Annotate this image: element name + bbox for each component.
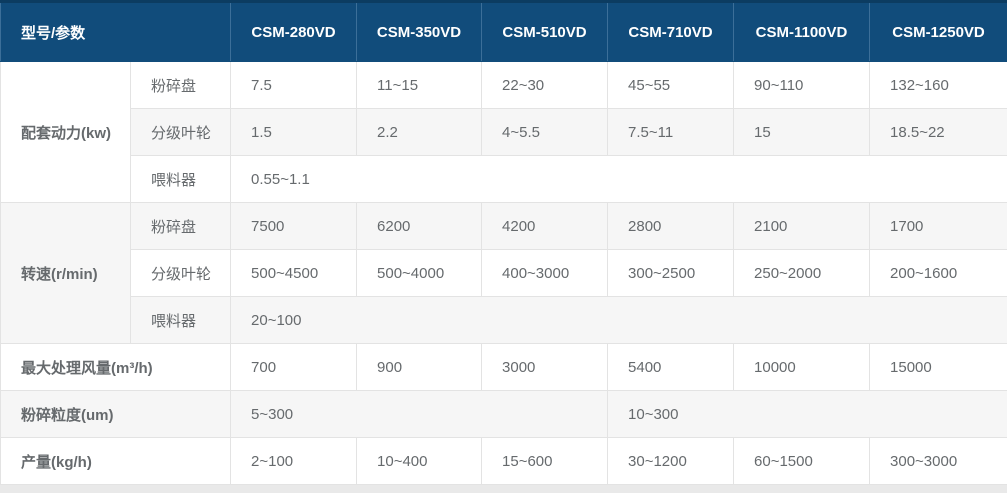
value-cell: 5400 — [607, 343, 735, 391]
value-cell: 10~400 — [356, 437, 483, 485]
value-cell: 2~100 — [230, 437, 358, 485]
value-cell: 60~1500 — [733, 437, 871, 485]
value-cell: 22~30 — [481, 61, 609, 109]
value-cell: 4~5.5 — [481, 108, 609, 156]
value-cell: 4200 — [481, 202, 609, 250]
value-cell: 18.5~22 — [869, 108, 1007, 156]
table-row-fineness: 粉碎粒度(um) 5~300 10~300 — [0, 390, 1007, 438]
value-cell: 132~160 — [869, 61, 1007, 109]
table-row-speed-disc: 转速(r/min) 粉碎盘 7500 6200 4200 2800 2100 1… — [0, 202, 1007, 344]
table-row-power-disc: 配套动力(kw) 粉碎盘 7.5 11~15 22~30 45~55 90~11… — [0, 61, 1007, 203]
table-row-power-classifier: 分级叶轮 1.5 2.2 4~5.5 7.5~11 15 18.5~22 — [1, 108, 1007, 156]
sub-label-disc: 粉碎盘 — [129, 202, 232, 250]
value-cell: 200~1600 — [869, 249, 1007, 297]
value-cell: 15000 — [869, 343, 1007, 391]
value-cell: 15~600 — [481, 437, 609, 485]
row-label-fineness: 粉碎粒度(um) — [0, 390, 232, 438]
value-cell-span: 20~100 — [230, 296, 1007, 344]
value-cell: 1700 — [869, 202, 1007, 250]
value-cell: 2800 — [607, 202, 735, 250]
sub-label-feeder: 喂料器 — [129, 155, 232, 203]
value-cell: 400~3000 — [481, 249, 609, 297]
sub-label-feeder: 喂料器 — [129, 296, 232, 344]
table-row-power-feeder: 喂料器 0.55~1.1 — [1, 155, 1007, 203]
value-cell: 7.5~11 — [607, 108, 735, 156]
value-cell: 2100 — [733, 202, 871, 250]
value-cell: 300~3000 — [869, 437, 1007, 485]
value-cell: 700 — [230, 343, 358, 391]
header-model-csm280vd: CSM-280VD — [230, 0, 358, 62]
value-cell: 250~2000 — [733, 249, 871, 297]
value-cell-span: 0.55~1.1 — [230, 155, 1007, 203]
table-row-airflow: 最大处理风量(m³/h) 700 900 3000 5400 10000 150… — [0, 343, 1007, 391]
table-row-speed-feeder: 喂料器 20~100 — [1, 296, 1007, 344]
header-param-label: 型号/参数 — [0, 0, 232, 62]
value-cell: 1.5 — [230, 108, 358, 156]
row-label-capacity: 产量(kg/h) — [0, 437, 232, 485]
table-row-capacity: 产量(kg/h) 2~100 10~400 15~600 30~1200 60~… — [0, 437, 1007, 485]
value-cell: 6200 — [356, 202, 483, 250]
row-label-airflow: 最大处理风量(m³/h) — [0, 343, 232, 391]
value-cell: 7.5 — [230, 61, 358, 109]
value-cell: 500~4000 — [356, 249, 483, 297]
value-cell: 15 — [733, 108, 871, 156]
sub-label-classifier: 分级叶轮 — [129, 108, 232, 156]
value-cell: 10000 — [733, 343, 871, 391]
value-cell: 900 — [356, 343, 483, 391]
header-model-csm710vd: CSM-710VD — [607, 0, 735, 62]
header-model-csm350vd: CSM-350VD — [356, 0, 483, 62]
header-model-csm1250vd: CSM-1250VD — [869, 0, 1007, 62]
value-cell-span-right: 10~300 — [607, 390, 1007, 438]
section-label-power: 配套动力(kw) — [0, 61, 131, 203]
value-cell: 7500 — [230, 202, 358, 250]
value-cell: 500~4500 — [230, 249, 358, 297]
value-cell: 3000 — [481, 343, 609, 391]
value-cell: 30~1200 — [607, 437, 735, 485]
value-cell: 45~55 — [607, 61, 735, 109]
page-background-strip — [0, 485, 1007, 490]
header-row: 型号/参数 CSM-280VD CSM-350VD CSM-510VD CSM-… — [0, 0, 1007, 62]
value-cell: 2.2 — [356, 108, 483, 156]
value-cell: 90~110 — [733, 61, 871, 109]
header-model-csm510vd: CSM-510VD — [481, 0, 609, 62]
table-row-speed-classifier: 分级叶轮 500~4500 500~4000 400~3000 300~2500… — [1, 249, 1007, 297]
value-cell: 11~15 — [356, 61, 483, 109]
value-cell: 300~2500 — [607, 249, 735, 297]
value-cell-span-left: 5~300 — [230, 390, 609, 438]
sub-label-classifier: 分级叶轮 — [129, 249, 232, 297]
section-label-speed: 转速(r/min) — [0, 202, 131, 344]
sub-label-disc: 粉碎盘 — [129, 61, 232, 109]
header-model-csm1100vd: CSM-1100VD — [733, 0, 871, 62]
